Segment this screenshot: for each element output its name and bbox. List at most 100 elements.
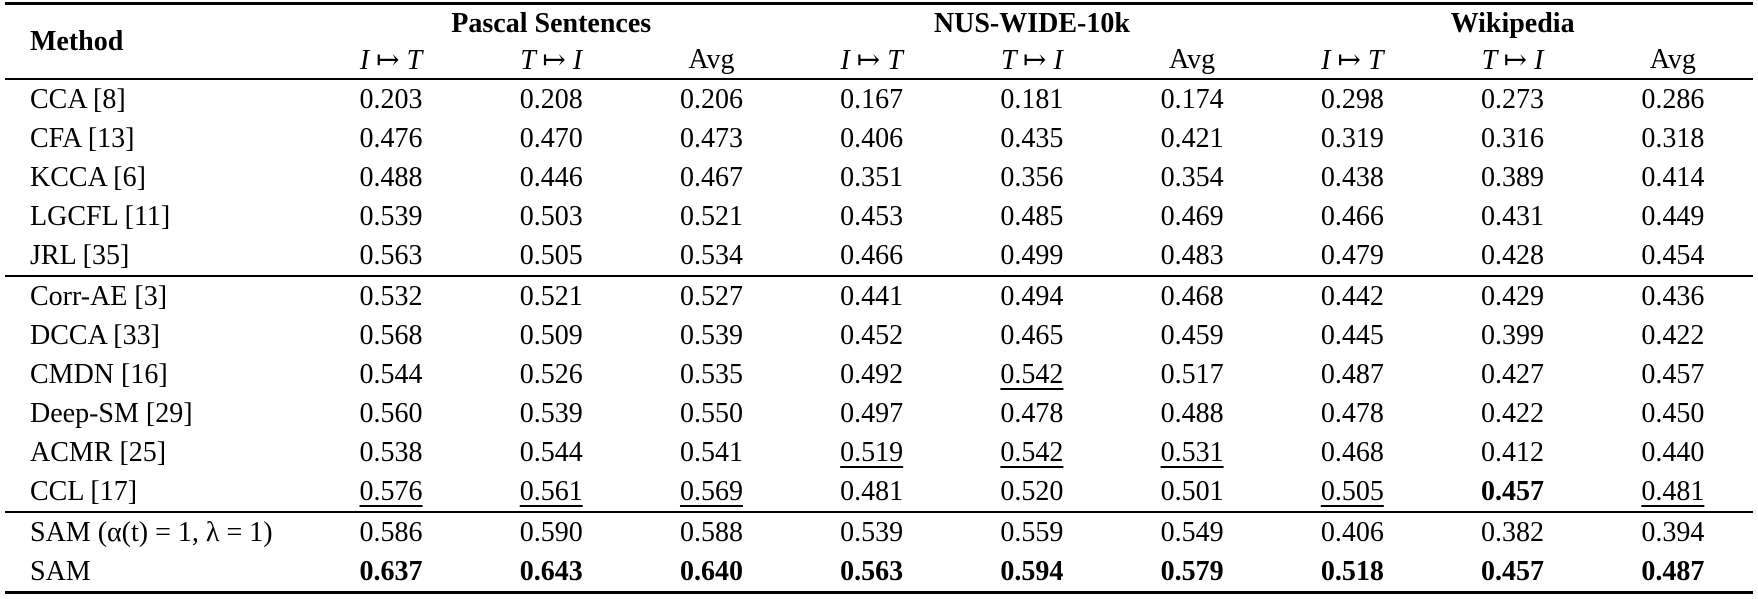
- value-cell: 0.354: [1160, 161, 1224, 193]
- group-header-nus-wide-10k: NUS-WIDE-10k: [933, 7, 1130, 39]
- value-cell: 0.517: [1160, 358, 1224, 390]
- subheader-avg: Avg: [1112, 42, 1273, 80]
- table-row: SAM (α(t) = 1, λ = 1) 0.586 0.590 0.588 0.53…: [5, 511, 1753, 552]
- subheader-image-to-text: I ↦ T: [791, 42, 952, 80]
- value-cell: 0.422: [1481, 397, 1545, 429]
- value-cell: 0.501: [1160, 475, 1224, 507]
- value-cell: 0.518: [1320, 555, 1384, 587]
- value-cell: 0.481: [840, 475, 904, 507]
- value-cell: 0.541: [679, 436, 743, 468]
- value-cell: 0.208: [519, 83, 583, 115]
- table-row: Deep-SM [29] 0.560 0.539 0.550 0.497 0.478 0.4…: [5, 394, 1753, 433]
- value-cell: 0.559: [951, 511, 1112, 552]
- table-row: ACMR [25] 0.538 0.544 0.541 0.519 0.542 0.531 0…: [5, 433, 1753, 472]
- method-column-header: Method: [5, 3, 311, 80]
- value-cell: 0.203: [359, 83, 423, 115]
- method-cell: Deep-SM [29]: [30, 397, 193, 429]
- subheader-text-to-image: T ↦ I: [471, 42, 632, 80]
- value-cell: 0.544: [519, 436, 583, 468]
- value-cell: 0.483: [1160, 239, 1224, 271]
- value-cell: 0.453: [840, 200, 904, 232]
- subheader-image-to-text: I ↦ T: [1272, 42, 1433, 80]
- value-cell: 0.532: [310, 275, 472, 316]
- value-cell: 0.440: [1641, 436, 1705, 468]
- table-row: CCL [17] 0.576 0.561 0.569 0.481 0.520 0.501 0.…: [5, 472, 1753, 512]
- method-cell: KCCA [6]: [30, 161, 146, 193]
- value-cell: 0.568: [359, 319, 423, 351]
- value-cell: 0.422: [1641, 319, 1705, 351]
- value-cell: 0.637: [359, 555, 423, 587]
- method-cell: CMDN [16]: [30, 358, 168, 390]
- value-cell: 0.467: [679, 161, 743, 193]
- value-cell: 0.470: [519, 122, 583, 154]
- value-cell: 0.286: [1641, 83, 1705, 115]
- value-cell: 0.521: [679, 200, 743, 232]
- value-cell: 0.436: [1592, 275, 1753, 316]
- value-cell: 0.406: [840, 122, 904, 154]
- value-cell: 0.394: [1592, 511, 1753, 552]
- value-cell: 0.273: [1481, 83, 1545, 115]
- value-cell: 0.478: [1000, 397, 1064, 429]
- value-cell: 0.466: [840, 239, 904, 271]
- value-cell: 0.487: [1320, 358, 1384, 390]
- value-cell: 0.576: [359, 475, 423, 507]
- value-cell: 0.181: [1000, 83, 1064, 115]
- value-cell: 0.442: [1272, 275, 1433, 316]
- value-cell: 0.492: [840, 358, 904, 390]
- method-cell: SAM (α(t) = 1, λ = 1): [5, 511, 311, 552]
- method-cell: ACMR [25]: [30, 436, 167, 468]
- subheader-row: I ↦ T T ↦ I Avg I ↦ T T ↦ I Avg I ↦ T T …: [5, 42, 1753, 80]
- value-cell: 0.449: [1641, 200, 1705, 232]
- value-cell: 0.640: [679, 555, 743, 587]
- value-cell: 0.421: [1160, 122, 1224, 154]
- value-cell: 0.643: [519, 555, 583, 587]
- value-cell: 0.520: [1000, 475, 1064, 507]
- value-cell: 0.519: [840, 436, 904, 468]
- value-cell: 0.457: [1481, 555, 1545, 587]
- subheader-avg: Avg: [631, 42, 792, 80]
- value-cell: 0.569: [679, 475, 743, 507]
- value-cell: 0.594: [1000, 555, 1064, 587]
- value-cell: 0.494: [951, 275, 1112, 316]
- value-cell: 0.549: [1112, 511, 1273, 552]
- method-cell: LGCFL [11]: [30, 200, 171, 232]
- value-cell: 0.535: [679, 358, 743, 390]
- value-cell: 0.531: [1160, 436, 1224, 468]
- value-cell: 0.542: [1000, 358, 1064, 390]
- value-cell: 0.466: [1320, 200, 1384, 232]
- value-cell: 0.579: [1160, 555, 1224, 587]
- value-cell: 0.469: [1160, 200, 1224, 232]
- table-row: KCCA [6] 0.488 0.446 0.467 0.351 0.356 0.354 0.…: [5, 158, 1753, 197]
- value-cell: 0.414: [1641, 161, 1705, 193]
- value-cell: 0.457: [1481, 475, 1545, 507]
- table-row: CFA [13] 0.476 0.470 0.473 0.406 0.435 0.421 0.…: [5, 119, 1753, 158]
- subheader-image-to-text: I ↦ T: [310, 42, 472, 80]
- value-cell: 0.499: [1000, 239, 1064, 271]
- value-cell: 0.488: [1160, 397, 1224, 429]
- value-cell: 0.206: [679, 83, 743, 115]
- subheader-avg: Avg: [1592, 42, 1753, 80]
- value-cell: 0.488: [359, 161, 423, 193]
- value-cell: 0.446: [519, 161, 583, 193]
- value-cell: 0.534: [679, 239, 743, 271]
- value-cell: 0.560: [359, 397, 423, 429]
- value-cell: 0.505: [519, 239, 583, 271]
- subheader-text-to-image: T ↦ I: [1432, 42, 1593, 80]
- table-row: Corr-AE [3] 0.532 0.521 0.527 0.441 0.494 0.46…: [5, 275, 1753, 316]
- value-cell: 0.479: [1320, 239, 1384, 271]
- value-cell: 0.481: [1641, 475, 1705, 507]
- value-cell: 0.351: [840, 161, 904, 193]
- value-cell: 0.406: [1272, 511, 1433, 552]
- value-cell: 0.319: [1320, 122, 1384, 154]
- value-cell: 0.318: [1641, 122, 1705, 154]
- group-header-wikipedia: Wikipedia: [1450, 7, 1575, 39]
- group-header-pascal-sentences: Pascal Sentences: [451, 7, 652, 39]
- value-cell: 0.428: [1481, 239, 1545, 271]
- method-cell: CCL [17]: [30, 475, 138, 507]
- value-cell: 0.465: [1000, 319, 1064, 351]
- table-row: SAM 0.637 0.643 0.640 0.563 0.594 0.579 0.518 0.…: [5, 552, 1753, 593]
- value-cell: 0.167: [840, 83, 904, 115]
- value-cell: 0.539: [679, 319, 743, 351]
- value-cell: 0.539: [791, 511, 952, 552]
- value-cell: 0.563: [840, 555, 904, 587]
